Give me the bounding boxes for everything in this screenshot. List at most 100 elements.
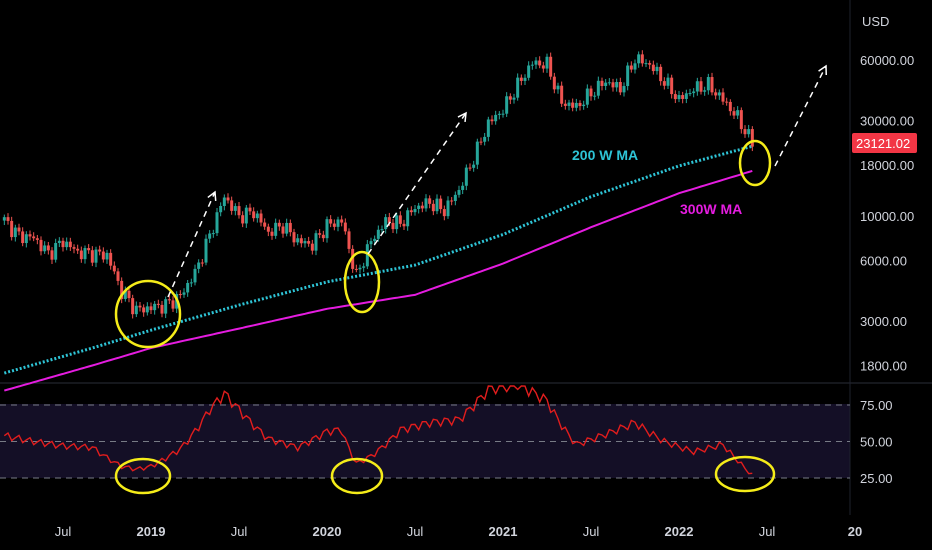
candle-body [189, 282, 193, 284]
rsi-line[interactable] [3, 385, 753, 475]
candle-body [153, 303, 157, 311]
candle-body [435, 198, 439, 212]
candle-body [164, 299, 168, 314]
candle-body [384, 217, 388, 230]
candle-body [483, 136, 487, 142]
candle-body [24, 234, 28, 244]
candle-body [589, 88, 593, 97]
candle-body [604, 82, 608, 87]
price-tick-label: 18000.00 [860, 158, 914, 173]
candle-body [222, 197, 226, 206]
candle-body [479, 141, 483, 143]
candle-body [692, 91, 696, 94]
moving-average-line[interactable] [3, 144, 753, 375]
candle-body [281, 226, 285, 234]
candle-body [633, 63, 637, 70]
candle-body [98, 249, 102, 252]
candle-body [486, 119, 490, 137]
candle-body [512, 97, 516, 100]
candle-body [648, 63, 652, 65]
rsi-axis[interactable]: 75.00 50.00 25.00 [860, 398, 893, 486]
candle-body [659, 66, 663, 82]
candle-body [156, 303, 160, 305]
candle-body [655, 66, 659, 72]
candle-body [739, 110, 743, 130]
candle-body [710, 77, 714, 93]
candle-body [149, 306, 153, 311]
candle-body [109, 252, 113, 266]
candle-body [688, 93, 692, 95]
candle-body [644, 63, 648, 65]
candle-body [120, 280, 124, 299]
candle-body [699, 81, 703, 92]
candle-body [530, 64, 534, 66]
price-tick-label: 60000.00 [860, 53, 914, 68]
time-tick-label: Jul [231, 524, 248, 539]
price-pane[interactable] [2, 50, 754, 392]
rsi-pane[interactable] [0, 385, 850, 479]
candle-body [457, 189, 461, 195]
candle-body [519, 77, 523, 81]
candle-body [615, 81, 619, 88]
candle-body [142, 307, 146, 313]
candle-body [10, 220, 14, 238]
candle-body [43, 245, 47, 252]
candle-body [318, 233, 322, 235]
candle-body [453, 194, 457, 202]
price-axis[interactable]: USD 60000.00 30000.00 18000.00 10000.00 6000… [860, 14, 914, 374]
highlight-circle [343, 250, 381, 314]
time-tick-label: 2022 [665, 524, 694, 539]
candle-body [629, 65, 633, 70]
candle-body [340, 219, 344, 223]
candle-body [358, 267, 362, 270]
candle-body [409, 210, 413, 213]
time-tick-label: 20 [848, 524, 862, 539]
candle-body [497, 113, 501, 115]
rsi-tick-label: 50.00 [860, 435, 893, 450]
time-axis[interactable]: Jul 2019 Jul 2020 Jul 2021 Jul 2022 Jul 20 [55, 524, 863, 539]
candle-body [373, 238, 377, 242]
candle-body [413, 209, 417, 213]
candle-body [750, 129, 754, 147]
candle-body [417, 205, 421, 210]
candle-body [585, 88, 589, 105]
candle-body [684, 93, 688, 99]
candle-body [182, 292, 186, 295]
candle-body [193, 268, 197, 283]
candle-body [431, 203, 435, 212]
candle-body [362, 266, 366, 268]
price-tick-label: 3000.00 [860, 314, 907, 329]
candle-body [241, 215, 245, 224]
candle-body [582, 104, 586, 107]
candle-body [131, 298, 135, 315]
candle-body [336, 219, 340, 227]
candle-body [406, 210, 410, 227]
price-tick-label: 30000.00 [860, 113, 914, 128]
candle-body [611, 82, 615, 88]
candle-body [101, 251, 105, 260]
candle-body [21, 231, 25, 244]
candle-body [332, 223, 336, 227]
candle-body [549, 56, 553, 77]
candle-body [490, 119, 494, 122]
candle-body [68, 241, 72, 248]
candle-body [494, 114, 498, 122]
candle-body [270, 231, 274, 236]
candle-body [274, 222, 278, 236]
candle-body [747, 129, 751, 135]
time-tick-label: 2020 [313, 524, 342, 539]
candle-body [32, 236, 36, 239]
candle-body [83, 248, 87, 260]
last-price-tag: 23121.02 [852, 133, 917, 153]
candle-body [703, 90, 707, 92]
candle-body [468, 167, 472, 169]
candle-body [127, 290, 131, 299]
candle-body [574, 102, 578, 108]
candle-body [237, 206, 241, 216]
moving-average-line[interactable] [4, 169, 753, 392]
candle-body [307, 241, 311, 244]
candle-body [325, 219, 329, 239]
candle-body [167, 299, 171, 301]
